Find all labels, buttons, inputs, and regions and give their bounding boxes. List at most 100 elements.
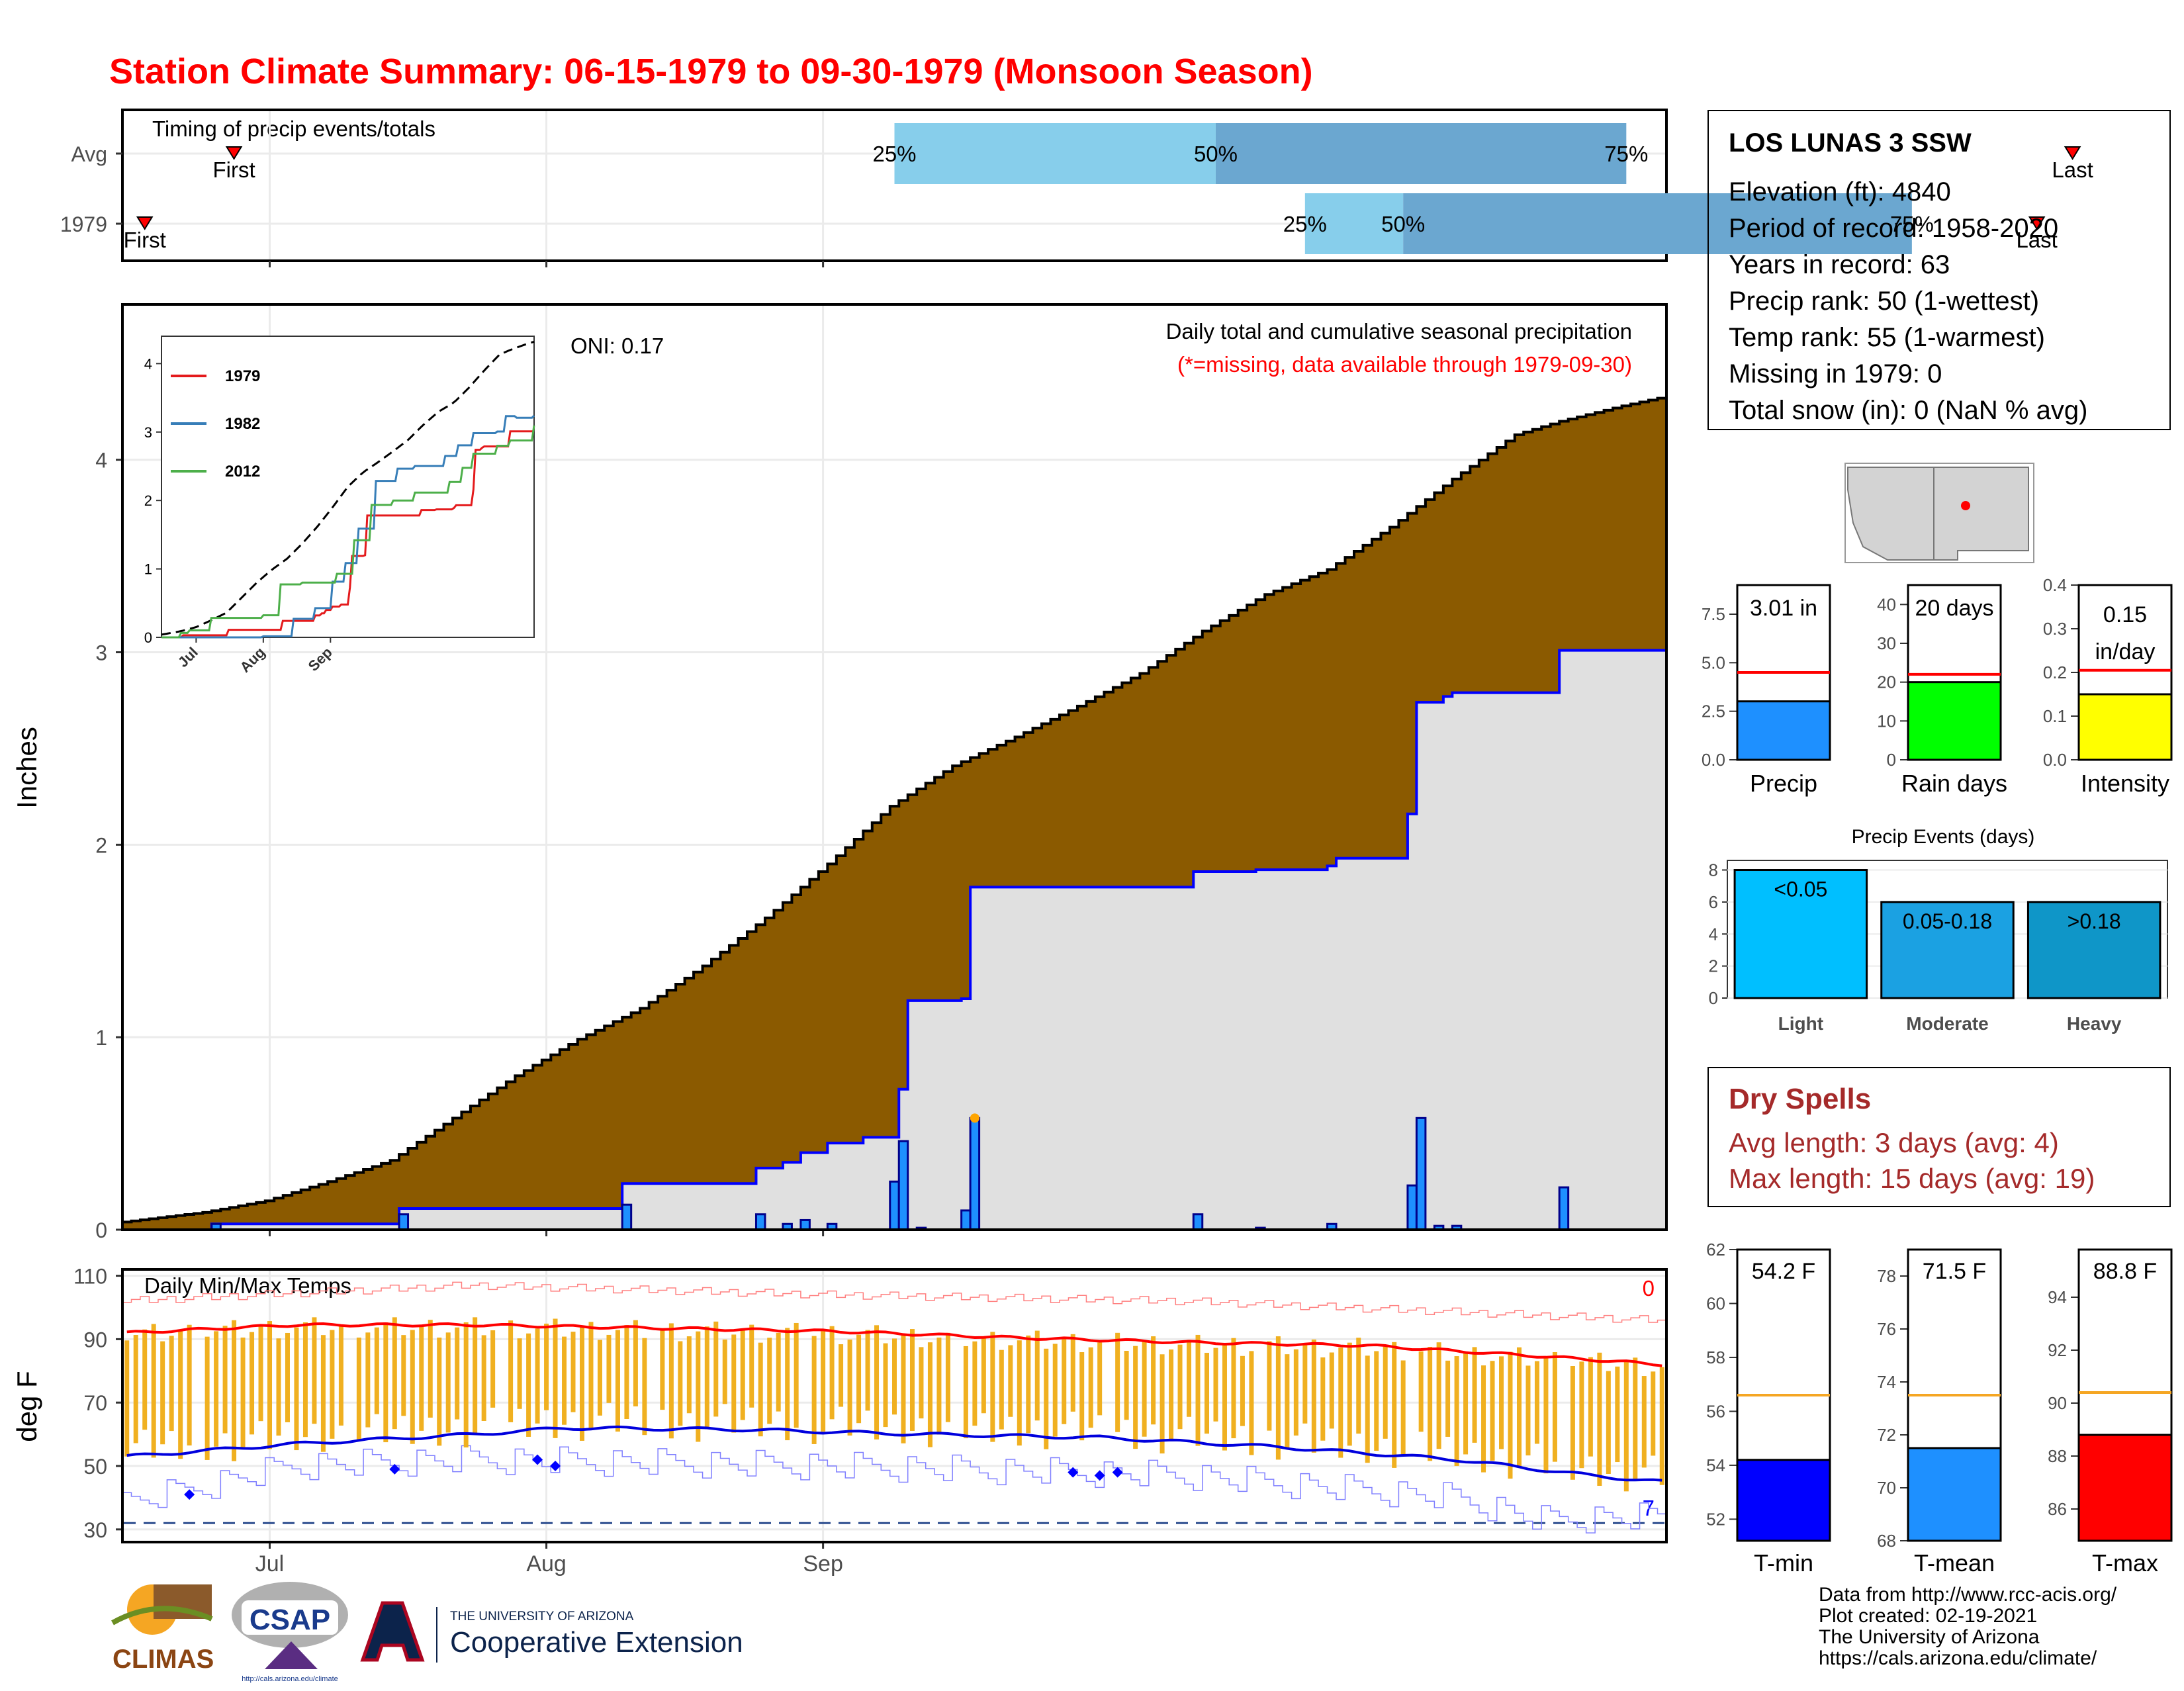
summary-bar-y-tick-label: 0.1 (2043, 706, 2067, 726)
credits-line: The University of Arizona (1819, 1626, 2040, 1648)
station-info-box: LOS LUNAS 3 SSW Elevation (ft): 4840 Per… (1707, 110, 2171, 430)
precip-events-y-tick-label: 2 (1709, 956, 1718, 976)
dry-spells-max-length: Max length: 15 days (avg: 19) (1729, 1163, 2095, 1194)
timing-first-label: First (124, 228, 166, 252)
temp-bar-category-label: T-max (2092, 1549, 2158, 1577)
daily-temp-range-bar (1659, 1367, 1664, 1485)
daily-temp-range-bar (668, 1323, 674, 1439)
daily-temp-range-bar (1204, 1352, 1209, 1434)
summary-bar-category-label: Intensity (2081, 770, 2169, 797)
precip-events-bin-label: 0.05-0.18 (1903, 909, 1992, 933)
precip-panel: Daily total and cumulative seasonal prec… (11, 303, 1668, 1242)
daily-precip-bar (897, 1140, 909, 1231)
precip-events-y-tick-label: 4 (1709, 924, 1718, 944)
inset-series-line (161, 430, 534, 639)
summary-bar-y-tick-label: 7.5 (1702, 604, 1725, 624)
daily-temp-range-bar (1160, 1354, 1165, 1454)
daily-temp-range-bar (758, 1342, 763, 1437)
summary-bar-value-label: 3.01 in (1750, 596, 1817, 621)
station-info-line: Elevation (ft): 4840 (1729, 177, 1951, 206)
credits-line: Plot created: 02-19-2021 (1819, 1605, 2038, 1627)
temp-bar-y-tick-label: 86 (2048, 1499, 2067, 1519)
daily-temp-range-bar (463, 1322, 469, 1447)
daily-temp-range-bar (1302, 1344, 1308, 1424)
daily-temp-range-bar (535, 1328, 540, 1424)
daily-temp-range-bar (258, 1326, 263, 1422)
daily-temp-range-bar (1249, 1351, 1254, 1455)
temp-bar-y-tick-label: 94 (2048, 1287, 2067, 1307)
daily-temp-range-bar (1463, 1351, 1469, 1455)
daily-temp-range-bar (401, 1335, 406, 1416)
precip-events-category-label: Moderate (1906, 1013, 1988, 1034)
precip-events-category-label: Light (1778, 1013, 1823, 1034)
daily-temp-range-bar (267, 1321, 273, 1449)
csap-logo-text: CSAP (250, 1604, 330, 1636)
daily-temp-range-bar (883, 1343, 888, 1428)
daily-temp-range-bar (1347, 1342, 1352, 1446)
daily-temp-range-bar (1062, 1339, 1067, 1424)
daily-temp-range-bar (1311, 1339, 1316, 1453)
daily-temp-range-bar (526, 1333, 531, 1437)
precip-1979-cumulative-area (122, 650, 1666, 1230)
daily-temp-range-bar (1374, 1351, 1379, 1451)
daily-temp-range-bar (142, 1329, 148, 1430)
daily-temp-range-bar (767, 1338, 772, 1424)
station-info-line: Total snow (in): 0 (NaN % avg) (1729, 396, 2088, 425)
timing-percentile-label: 50% (1194, 142, 1238, 166)
inset-y-tick-label: 1 (144, 561, 152, 578)
climas-logo: CLIMAS (111, 1584, 214, 1674)
station-name: LOS LUNAS 3 SSW (1729, 128, 1972, 158)
temp-bar-value-label: 54.2 F (1752, 1259, 1815, 1284)
summary-bar-y-tick-label: 0.4 (2043, 575, 2067, 595)
timing-first-label: First (212, 158, 255, 182)
precip-events-chart: Precip Events (days) 0 2 4 6 8 <0.05 Light 0.05… (1709, 826, 2168, 1034)
daily-temp-range-bar (927, 1342, 933, 1447)
daily-temp-range-bar (1516, 1347, 1522, 1467)
record-max-line (122, 1281, 1666, 1323)
daily-temp-range-bar (713, 1321, 719, 1417)
daily-temp-range-bar (410, 1330, 415, 1444)
station-info-line: Years in record: 63 (1729, 250, 1950, 279)
credits-line: https://cals.arizona.edu/climate/ (1819, 1647, 2097, 1669)
daily-temp-range-bar (1222, 1343, 1227, 1451)
summary-bar-value-label: 0.15 (2103, 602, 2147, 627)
daily-temp-range-bar (1651, 1371, 1656, 1456)
daily-temp-range-bar (1633, 1357, 1638, 1480)
daily-temp-range-bar (508, 1320, 514, 1422)
precip-y-tick-label: 0 (95, 1218, 107, 1242)
precip-events-bar (1733, 869, 1868, 999)
daily-temp-range-bar (1392, 1342, 1397, 1468)
record-min-line (122, 1445, 1666, 1533)
university-of-arizona-logo: THE UNIVERSITY OF ARIZONA Cooperative Ex… (360, 1601, 743, 1663)
daily-temp-range-bar (740, 1330, 745, 1420)
precip-events-bar (2026, 901, 2161, 999)
station-info-line: Precip rank: 50 (1-wettest) (1729, 287, 2040, 316)
daily-temp-range-bar (936, 1338, 942, 1435)
temp-y-tick-label: 30 (83, 1518, 107, 1542)
precip-y-tick-label: 3 (95, 641, 107, 665)
daily-temp-range-bar (1356, 1338, 1361, 1434)
daily-temp-range-bar (1508, 1351, 1513, 1479)
daily-temp-range-bar (642, 1338, 647, 1436)
dry-spells-avg-length: Avg length: 3 days (avg: 4) (1729, 1127, 2059, 1158)
daily-temp-range-bar (1169, 1349, 1174, 1441)
timing-bar-25-50 (1304, 193, 1404, 254)
daily-temp-range-bar (1606, 1371, 1611, 1474)
daily-temp-range-bar (1534, 1361, 1539, 1444)
month-axis: Jul Aug Sep (255, 1551, 843, 1577)
daily-temp-range-bar (562, 1336, 567, 1425)
timing-percentile-label: 75% (1890, 212, 1934, 236)
month-tick-label: Aug (526, 1551, 567, 1577)
timing-row-label: Avg (71, 142, 107, 166)
daily-temp-range-bar (1329, 1352, 1334, 1429)
temp-bar-y-tick-label: 70 (1877, 1478, 1896, 1498)
daily-precip-bar (889, 1180, 900, 1231)
record-low-marker (184, 1489, 195, 1500)
daily-temp-range-bar (1436, 1342, 1441, 1449)
daily-temp-range-bar (615, 1330, 620, 1432)
temp-y-tick-label: 70 (83, 1391, 107, 1415)
daily-temp-range-bar (151, 1324, 156, 1458)
precip-annotation-missing: (*=missing, data available through 1979-… (1177, 352, 1632, 377)
